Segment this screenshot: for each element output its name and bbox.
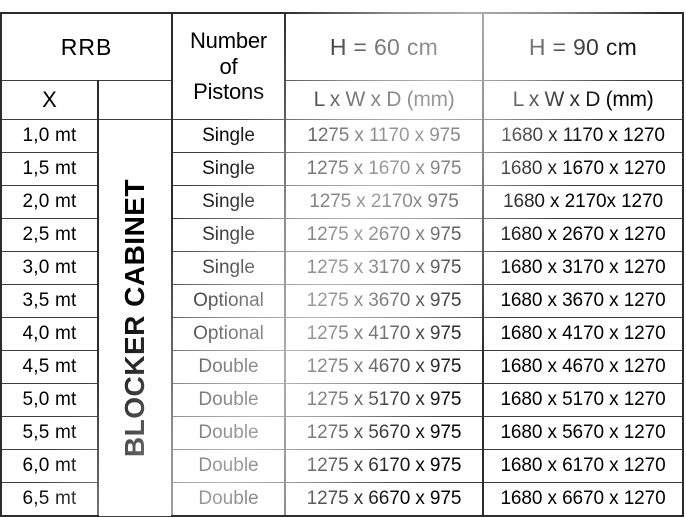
cell-h60: 1275 x 1170 x 975 [284,119,484,153]
cell-h90: 1680 x 1670 x 1270 [482,152,684,186]
cell-pistons: Single [171,152,286,186]
header-height-90: H = 90 cm [482,12,684,81]
cell-h90: 1680 x 5170 x 1270 [482,383,684,417]
header-cabinet-spacer [97,80,173,120]
cell-h90: 1680 x 2670 x 1270 [482,218,684,252]
cell-h60: 1275 x 2670 x 975 [284,218,484,252]
cell-h60: 1275 x 5170 x 975 [284,383,484,417]
cell-pistons: Double [171,383,286,417]
blocker-cabinet-spec-table: RRB Number of Pistons H = 60 cm H = 90 c… [0,12,684,517]
cell-h60: 1275 x 4670 x 975 [284,350,484,384]
cell-pistons: Optional [171,284,286,318]
table-body: RRB Number of Pistons H = 60 cm H = 90 c… [0,12,684,517]
cell-pistons: Single [171,119,286,153]
header-rrb: RRB [0,12,173,81]
cell-x: 1,0 mt [0,119,99,153]
cell-h90: 1680 x 2170x 1270 [482,185,684,219]
cell-h60: 1275 x 4170 x 975 [284,317,484,351]
header-row-secondary: X L x W x D (mm) L x W x D (mm) [0,80,684,120]
cell-h90: 1680 x 1170 x 1270 [482,119,684,153]
header-height-60: H = 60 cm [284,12,484,81]
header-number-of-pistons: Number of Pistons [171,12,286,120]
header-x: X [0,80,99,120]
cell-h60: 1275 x 2170x 975 [284,185,484,219]
cell-h60: 1275 x 6670 x 975 [284,482,484,517]
cabinet-label-cell: BLOCKER CABINET [97,119,173,517]
cell-x: 4,5 mt [0,350,99,384]
cell-h90: 1680 x 5670 x 1270 [482,416,684,450]
header-h60-dimensions: L x W x D (mm) [284,80,484,120]
cell-h90: 1680 x 4670 x 1270 [482,350,684,384]
spec-sheet: RRB Number of Pistons H = 60 cm H = 90 c… [0,12,686,517]
cell-x: 2,5 mt [0,218,99,252]
cell-x: 1,5 mt [0,152,99,186]
cell-pistons: Optional [171,317,286,351]
cell-h60: 1275 x 3170 x 975 [284,251,484,285]
cell-h90: 1680 x 6170 x 1270 [482,449,684,483]
header-h90-dimensions: L x W x D (mm) [482,80,684,120]
cell-x: 5,0 mt [0,383,99,417]
header-pistons-line-3: Pistons [193,79,264,105]
cell-x: 3,0 mt [0,251,99,285]
cell-h60: 1275 x 1670 x 975 [284,152,484,186]
cell-h60: 1275 x 3670 x 975 [284,284,484,318]
cell-pistons: Single [171,185,286,219]
cell-pistons: Single [171,251,286,285]
cell-x: 6,0 mt [0,449,99,483]
header-pistons-line-1: Number [189,27,268,53]
header-pistons-line-2: of [219,53,238,79]
cell-x: 5,5 mt [0,416,99,450]
cell-h90: 1680 x 4170 x 1270 [482,317,684,351]
cell-h90: 1680 x 3670 x 1270 [482,284,684,318]
cell-pistons: Double [171,416,286,450]
cell-pistons: Single [171,218,286,252]
cell-pistons: Double [171,350,286,384]
cell-pistons: Double [171,482,286,517]
cell-x: 6,5 mt [0,482,99,517]
cell-x: 2,0 mt [0,185,99,219]
table-row: 1,0 mt BLOCKER CABINET Single 1275 x 117… [0,119,684,517]
header-row-primary: RRB Number of Pistons H = 60 cm H = 90 c… [0,12,684,120]
cabinet-label-text: BLOCKER CABINET [119,178,150,457]
cell-x: 3,5 mt [0,284,99,318]
cell-h60: 1275 x 5670 x 975 [284,416,484,450]
cell-pistons: Double [171,449,286,483]
cell-h90: 1680 x 6670 x 1270 [482,482,684,517]
cell-h60: 1275 x 6170 x 975 [284,449,484,483]
cell-x: 4,0 mt [0,317,99,351]
cell-h90: 1680 x 3170 x 1270 [482,251,684,285]
